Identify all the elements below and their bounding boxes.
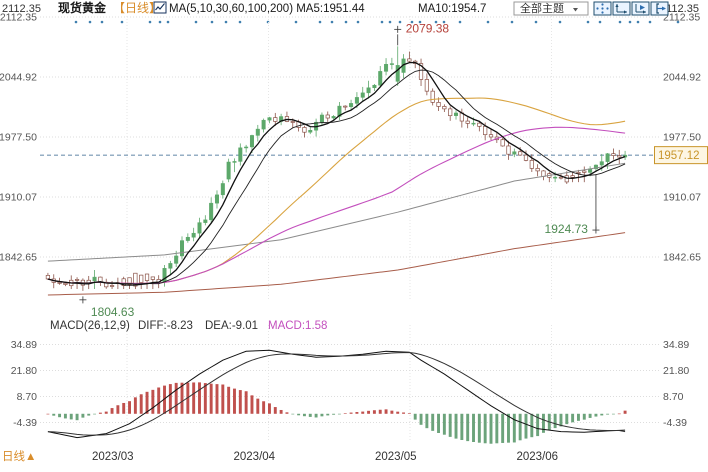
svg-text:2044.92: 2044.92 [663,72,701,84]
svg-text:MACD:1.58: MACD:1.58 [268,320,327,332]
svg-text:1924.73: 1924.73 [545,222,589,236]
svg-text:MA(5,10,30,60,100,200) MA5:195: MA(5,10,30,60,100,200) MA5:1951.44 [169,3,365,15]
svg-text:34.89: 34.89 [11,339,37,351]
svg-text:21.80: 21.80 [663,365,689,377]
svg-text:现货黄金: 现货黄金 [58,0,107,15]
svg-text:2023/06: 2023/06 [517,451,559,463]
svg-text:2023/04: 2023/04 [234,451,276,463]
svg-text:1957.12: 1957.12 [658,150,700,162]
svg-text:2023/05: 2023/05 [375,451,417,463]
svg-text:1910.07: 1910.07 [663,192,701,204]
svg-text:全部主题: 全部主题 [520,1,564,15]
svg-text:2044.92: 2044.92 [0,72,37,84]
svg-text:DEA:-9.01: DEA:-9.01 [205,320,258,332]
svg-text:2023/03: 2023/03 [92,451,134,463]
svg-text:DIFF:-8.23: DIFF:-8.23 [138,320,193,332]
svg-text:1804.63: 1804.63 [91,305,135,319]
svg-text:8.70: 8.70 [17,391,38,403]
svg-text:1977.50: 1977.50 [0,132,37,144]
svg-text:1842.65: 1842.65 [0,252,37,264]
svg-text:-4.39: -4.39 [663,417,687,429]
svg-text:8.70: 8.70 [663,391,684,403]
svg-text:2079.38: 2079.38 [406,21,450,35]
svg-text:34.89: 34.89 [663,339,689,351]
svg-text:1910.07: 1910.07 [0,192,37,204]
svg-text:-4.39: -4.39 [13,417,37,429]
svg-text:1977.50: 1977.50 [663,132,701,144]
svg-text:21.80: 21.80 [11,365,37,377]
svg-text:2112.35: 2112.35 [2,3,41,15]
svg-text:MACD(26,12,9): MACD(26,12,9) [50,320,130,332]
svg-text:日线▲: 日线▲ [2,449,36,463]
svg-text:MA10:1954.7: MA10:1954.7 [418,3,486,15]
svg-text:1842.65: 1842.65 [663,252,701,264]
